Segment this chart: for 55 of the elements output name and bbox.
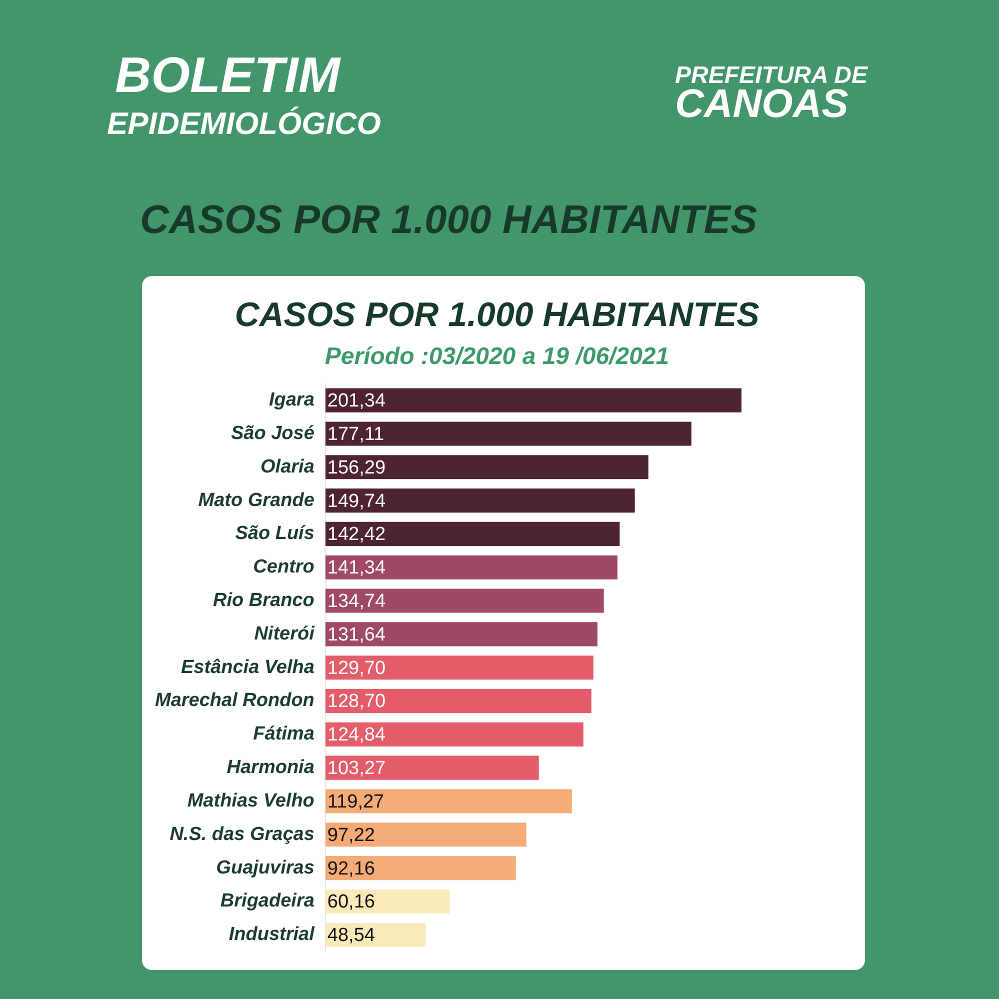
y-tick-label: Industrial xyxy=(228,924,316,946)
data-label: 156,29 xyxy=(327,457,386,478)
y-tick-label: N.S. das Graças xyxy=(170,824,314,845)
data-label: 128,70 xyxy=(327,691,386,712)
bar xyxy=(325,522,620,546)
y-tick-label: São Luís xyxy=(235,523,314,544)
bar xyxy=(325,488,635,513)
y-tick-label: Igara xyxy=(268,390,315,411)
data-label: 149,74 xyxy=(327,490,386,512)
bar xyxy=(325,722,584,746)
y-tick-label: Olaria xyxy=(260,456,315,478)
y-tick-label: Fátima xyxy=(253,724,315,745)
data-label: 141,34 xyxy=(327,558,386,579)
y-tick-label: Mato Grande xyxy=(198,490,315,511)
y-tick-label: Niterói xyxy=(254,623,316,644)
bar xyxy=(325,455,648,480)
data-label: 131,64 xyxy=(327,624,386,646)
data-label: 201,34 xyxy=(327,390,386,412)
data-label: 119,27 xyxy=(327,791,384,812)
y-tick-label: Marechal Rondon xyxy=(154,690,314,712)
bar xyxy=(325,555,618,580)
y-tick-label: Centro xyxy=(253,556,314,578)
data-label: 60,16 xyxy=(327,892,375,913)
y-tick-label: Mathias Velho xyxy=(187,790,314,812)
y-tick-label: Rio Branco xyxy=(213,590,314,612)
bar xyxy=(325,756,539,780)
data-label: 92,16 xyxy=(327,858,375,880)
chart-title: CASOS POR 1.000 HABITANTES xyxy=(234,296,760,334)
data-label: 48,54 xyxy=(327,925,376,946)
text: BOLETIM xyxy=(115,47,340,103)
y-tick-label: Guajuviras xyxy=(216,857,314,878)
text: EPIDEMIOLÓGICO xyxy=(107,106,381,141)
bar xyxy=(325,789,572,814)
bar xyxy=(325,422,692,446)
bar xyxy=(325,588,604,613)
bar xyxy=(325,656,594,680)
y-tick-label: São José xyxy=(230,422,315,444)
data-label: 177,11 xyxy=(327,424,384,445)
data-label: 124,84 xyxy=(327,724,386,746)
bar xyxy=(325,688,592,714)
data-label: 129,70 xyxy=(327,658,386,679)
data-label: 97,22 xyxy=(327,824,375,846)
chart-subtitle: Período :03/2020 a 19 /06/2021 xyxy=(324,342,670,370)
data-label: 134,74 xyxy=(327,591,386,612)
bar xyxy=(325,388,742,412)
bar xyxy=(325,889,450,914)
y-tick-label: Harmonia xyxy=(226,757,315,778)
bar xyxy=(325,622,598,646)
y-tick-label: Brigadeira xyxy=(220,890,315,912)
bar xyxy=(325,856,516,880)
data-label: 142,42 xyxy=(327,524,386,546)
y-tick-label: Estância Velha xyxy=(180,656,315,678)
bar xyxy=(325,822,526,847)
text: CASOS POR 1.000 HABITANTES xyxy=(140,198,758,242)
data-label: 103,27 xyxy=(327,758,386,780)
